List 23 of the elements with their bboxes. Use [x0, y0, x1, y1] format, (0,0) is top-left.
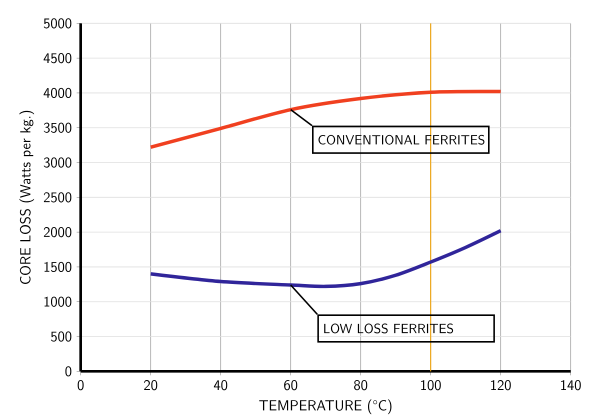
y-tick-label: 4500	[44, 53, 72, 64]
x-tick-label: 140	[561, 380, 581, 390]
y-tick-label: 500	[50, 331, 72, 342]
line-series	[148, 229, 502, 288]
x-tick-label: 100	[421, 380, 441, 390]
y-tick-label: 3000	[44, 157, 72, 168]
x-axis-title: TEMPERATURE (°C)	[259, 399, 392, 414]
x-tick-label: 20	[144, 380, 158, 390]
line-series	[148, 90, 502, 149]
x-tick-label: 80	[354, 380, 368, 390]
y-axis-title: CORE LOSS (Watts per kg.)	[19, 110, 34, 284]
y-tick-label: 1500	[44, 262, 72, 272]
y-tick-label: 2000	[44, 227, 72, 238]
y-tick-label: 5000	[44, 18, 72, 28]
x-tick-label: 0	[78, 380, 84, 390]
y-tick-label: 2500	[44, 192, 72, 202]
x-tick-label: 40	[214, 380, 228, 390]
y-tick-label: 3500	[44, 122, 72, 133]
y-tick-label: 4000	[44, 88, 72, 98]
y-tick-label: 0	[65, 366, 72, 376]
x-tick-label: 120	[491, 380, 511, 390]
y-tick-label: 1000	[44, 296, 72, 307]
x-tick-label: 60	[284, 380, 298, 390]
